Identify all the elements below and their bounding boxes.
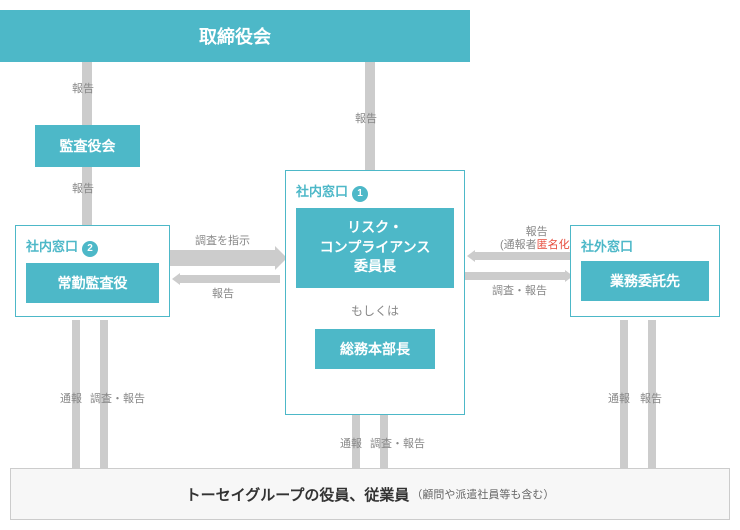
node-window1-inner1: リスク・ コンプライアンス 委員長 bbox=[296, 208, 454, 288]
arrow bbox=[465, 272, 565, 280]
edge-label: 調査・報告 bbox=[90, 390, 145, 406]
edge-label: 調査・報告 bbox=[492, 282, 547, 298]
node-bottom-sub: （顧問や派遣社員等も含む） bbox=[411, 486, 554, 502]
node-ext-inner-label: 業務委託先 bbox=[610, 271, 680, 291]
arrow bbox=[180, 275, 280, 283]
node-audit-label: 監査役会 bbox=[60, 136, 116, 156]
edge-label: 報告 bbox=[355, 110, 377, 126]
arrow bbox=[475, 252, 570, 260]
node-audit-board: 監査役会 bbox=[35, 125, 140, 167]
edge-label: 報告 bbox=[72, 80, 94, 96]
edge-label: 通報 bbox=[60, 390, 82, 406]
node-window1-or: もしくは bbox=[296, 302, 454, 319]
arrow-head bbox=[172, 273, 180, 285]
node-board: 取締役会 bbox=[0, 10, 470, 62]
edge-label: 報告 bbox=[72, 180, 94, 196]
node-window1-inner2: 総務本部長 bbox=[315, 329, 435, 369]
node-bottom-main: トーセイグループの役員、従業員 bbox=[186, 484, 410, 505]
node-window1-group: 社内窓口1 リスク・ コンプライアンス 委員長 もしくは 総務本部長 bbox=[285, 170, 465, 415]
node-window2-inner-label: 常勤監査役 bbox=[58, 273, 128, 293]
edge-label: 通報 bbox=[608, 390, 630, 406]
node-ext-group: 社外窓口 業務委託先 bbox=[570, 225, 720, 317]
org-flowchart: 報告 報告 報告 調査を指示 報告 報告 (通報者匿名化) 調査・報告 通報 調… bbox=[0, 0, 740, 530]
arrow bbox=[170, 250, 275, 266]
arrow-head bbox=[467, 250, 475, 262]
node-window2-inner: 常勤監査役 bbox=[26, 263, 159, 303]
node-window1-inner2-label: 総務本部長 bbox=[340, 339, 410, 359]
edge-label: 報告 bbox=[212, 285, 234, 301]
node-window2-title: 社内窓口2 bbox=[26, 236, 159, 257]
node-ext-inner: 業務委託先 bbox=[581, 261, 709, 301]
edge-label: 報告 (通報者匿名化) bbox=[500, 226, 573, 252]
edge-label: 報告 bbox=[640, 390, 662, 406]
edge-label: 通報 bbox=[340, 435, 362, 451]
edge-label: 調査・報告 bbox=[370, 435, 425, 451]
edge-label: 調査を指示 bbox=[195, 232, 250, 248]
node-window2-group: 社内窓口2 常勤監査役 bbox=[15, 225, 170, 317]
node-ext-title: 社外窓口 bbox=[581, 236, 709, 255]
node-window1-title: 社内窓口1 bbox=[296, 181, 454, 202]
node-window1-inner1-label: リスク・ コンプライアンス 委員長 bbox=[320, 218, 431, 277]
node-board-label: 取締役会 bbox=[199, 23, 271, 49]
node-bottom: トーセイグループの役員、従業員 （顧問や派遣社員等も含む） bbox=[10, 468, 730, 520]
